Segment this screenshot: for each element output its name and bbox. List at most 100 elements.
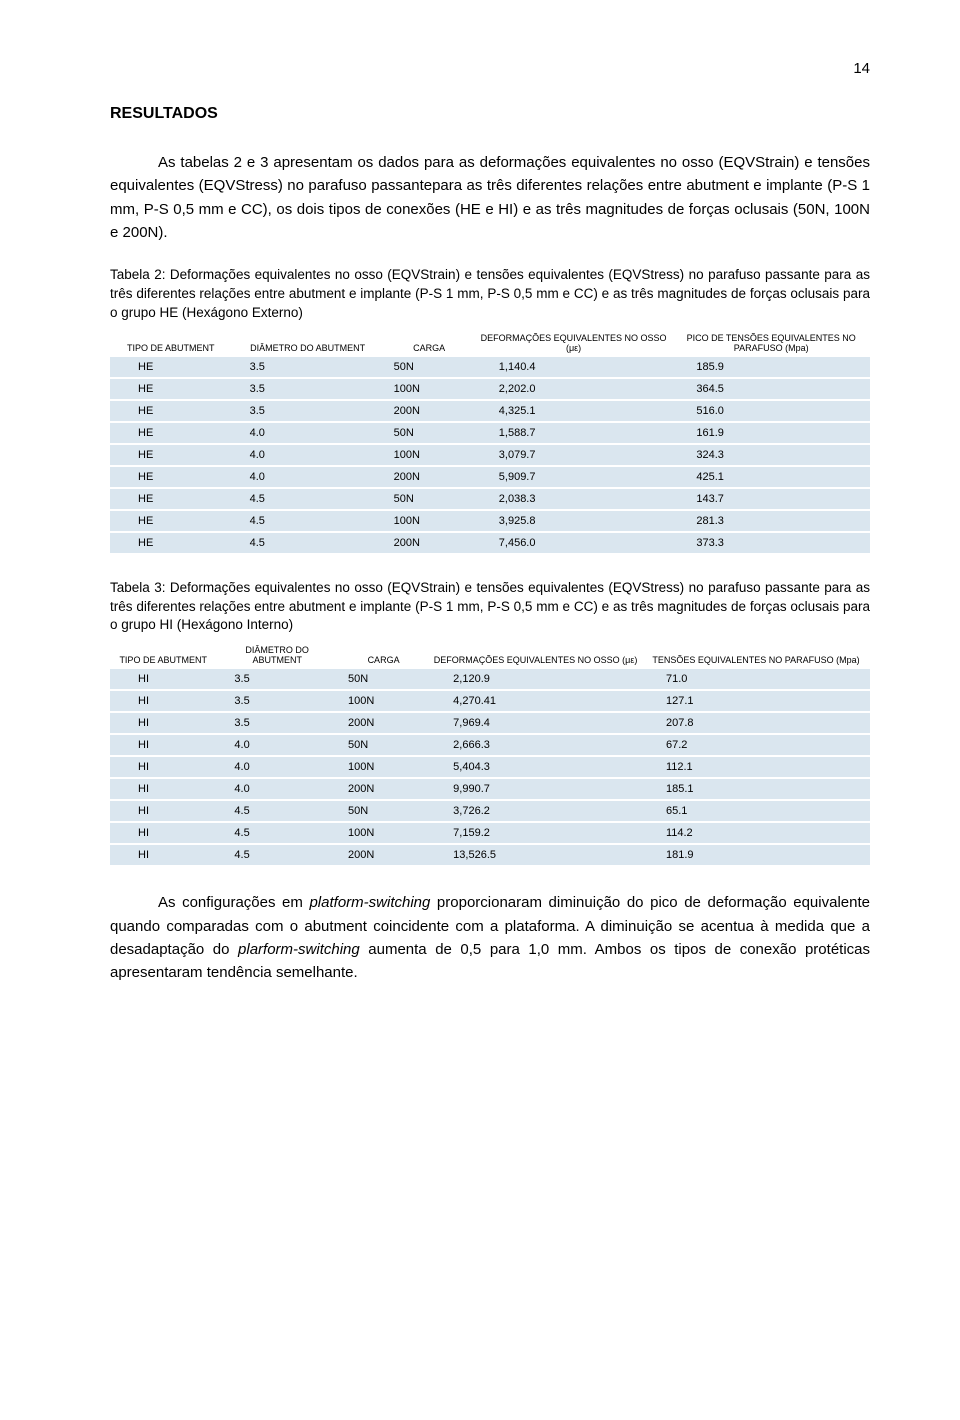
table-row: HI3.5100N4,270.41127.1 — [110, 691, 870, 711]
table-cell: 65.1 — [642, 801, 870, 821]
table-cell: 4.0 — [216, 735, 338, 755]
table-cell: 364.5 — [672, 379, 870, 399]
column-header: DEFORMAÇÕES EQUIVALENTES NO OSSO (με) — [475, 329, 673, 357]
table-cell: 4.5 — [216, 801, 338, 821]
table-cell: 200N — [338, 779, 429, 799]
italic-term-1: platform-switching — [309, 894, 430, 911]
table-cell: 324.3 — [672, 445, 870, 465]
column-header: PICO DE TENSÕES EQUIVALENTES NO PARAFUSO… — [672, 329, 870, 357]
table-cell: 185.9 — [672, 357, 870, 377]
column-header: DEFORMAÇÕES EQUIVALENTES NO OSSO (με) — [429, 641, 642, 669]
table-cell: 50N — [384, 357, 475, 377]
table-cell: 161.9 — [672, 423, 870, 443]
table-row: HI4.050N2,666.367.2 — [110, 735, 870, 755]
table-cell: 1,140.4 — [475, 357, 673, 377]
table-cell: 4,325.1 — [475, 401, 673, 421]
intro-paragraph: As tabelas 2 e 3 apresentam os dados par… — [110, 151, 870, 244]
table-row: HE4.5100N3,925.8281.3 — [110, 511, 870, 531]
italic-term-2: plarform-switching — [238, 941, 360, 958]
table-cell: 7,159.2 — [429, 823, 642, 843]
table-cell: 200N — [384, 533, 475, 553]
table-cell: HE — [110, 401, 232, 421]
table-row: HE4.5200N7,456.0373.3 — [110, 533, 870, 553]
table-cell: 181.9 — [642, 845, 870, 865]
table-cell: 50N — [338, 669, 429, 689]
table-cell: 100N — [338, 823, 429, 843]
closing-paragraph: As configurações em platform-switching p… — [110, 891, 870, 984]
table-cell: 67.2 — [642, 735, 870, 755]
column-header: DIÂMETRO DO ABUTMENT — [232, 329, 384, 357]
table-row: HI3.550N2,120.971.0 — [110, 669, 870, 689]
table-cell: 4.0 — [216, 757, 338, 777]
table-cell: 4.5 — [216, 845, 338, 865]
table-cell: 281.3 — [672, 511, 870, 531]
column-header: DIÂMETRO DO ABUTMENT — [216, 641, 338, 669]
table-row: HI4.550N3,726.265.1 — [110, 801, 870, 821]
table-cell: 100N — [338, 757, 429, 777]
table-row: HE3.5100N2,202.0364.5 — [110, 379, 870, 399]
table-cell: HI — [110, 823, 216, 843]
table-cell: HE — [110, 445, 232, 465]
table-cell: 3,079.7 — [475, 445, 673, 465]
table-cell: 100N — [338, 691, 429, 711]
table-row: HE4.050N1,588.7161.9 — [110, 423, 870, 443]
column-header: TENSÕES EQUIVALENTES NO PARAFUSO (Mpa) — [642, 641, 870, 669]
table-cell: 71.0 — [642, 669, 870, 689]
table-cell: 200N — [338, 713, 429, 733]
table-cell: 3.5 — [216, 691, 338, 711]
table-cell: 100N — [384, 379, 475, 399]
table-cell: 185.1 — [642, 779, 870, 799]
table-cell: 4.0 — [232, 423, 384, 443]
table-cell: 4.5 — [216, 823, 338, 843]
table3: TIPO DE ABUTMENTDIÂMETRO DO ABUTMENTCARG… — [110, 641, 870, 865]
table-cell: 5,909.7 — [475, 467, 673, 487]
table-cell: HI — [110, 845, 216, 865]
table-cell: 114.2 — [642, 823, 870, 843]
page-number: 14 — [110, 60, 870, 77]
table-cell: 7,456.0 — [475, 533, 673, 553]
table-cell: 2,666.3 — [429, 735, 642, 755]
table-cell: 4.0 — [216, 779, 338, 799]
table-cell: 4.0 — [232, 467, 384, 487]
table-row: HE4.0200N5,909.7425.1 — [110, 467, 870, 487]
column-header: TIPO DE ABUTMENT — [110, 329, 232, 357]
table-cell: 100N — [384, 511, 475, 531]
table-cell: 13,526.5 — [429, 845, 642, 865]
table-cell: 2,120.9 — [429, 669, 642, 689]
table-cell: HE — [110, 489, 232, 509]
table-cell: 3.5 — [232, 357, 384, 377]
table-cell: 50N — [338, 735, 429, 755]
table-cell: 112.1 — [642, 757, 870, 777]
column-header: CARGA — [384, 329, 475, 357]
table-cell: 50N — [384, 489, 475, 509]
table-cell: HI — [110, 757, 216, 777]
table-cell: 3.5 — [216, 713, 338, 733]
table-cell: 2,038.3 — [475, 489, 673, 509]
table-cell: 373.3 — [672, 533, 870, 553]
table-cell: 7,969.4 — [429, 713, 642, 733]
table-cell: 425.1 — [672, 467, 870, 487]
table-cell: HI — [110, 735, 216, 755]
table-cell: HE — [110, 511, 232, 531]
table-cell: 127.1 — [642, 691, 870, 711]
section-title: RESULTADOS — [110, 105, 870, 123]
table-row: HE3.550N1,140.4185.9 — [110, 357, 870, 377]
table-cell: 200N — [338, 845, 429, 865]
table-cell: 2,202.0 — [475, 379, 673, 399]
table-cell: HE — [110, 533, 232, 553]
closing-part-a: As configurações em — [158, 894, 309, 911]
table-row: HI4.0200N9,990.7185.1 — [110, 779, 870, 799]
table-cell: 3.5 — [232, 401, 384, 421]
table-row: HE4.0100N3,079.7324.3 — [110, 445, 870, 465]
table-row: HE4.550N2,038.3143.7 — [110, 489, 870, 509]
table-cell: HI — [110, 801, 216, 821]
table-cell: HI — [110, 691, 216, 711]
table-row: HI3.5200N7,969.4207.8 — [110, 713, 870, 733]
table2: TIPO DE ABUTMENTDIÂMETRO DO ABUTMENTCARG… — [110, 329, 870, 553]
table-cell: 3,726.2 — [429, 801, 642, 821]
table-cell: 50N — [338, 801, 429, 821]
table-cell: 200N — [384, 467, 475, 487]
table-cell: HI — [110, 713, 216, 733]
table-cell: 4.5 — [232, 511, 384, 531]
table-row: HE3.5200N4,325.1516.0 — [110, 401, 870, 421]
